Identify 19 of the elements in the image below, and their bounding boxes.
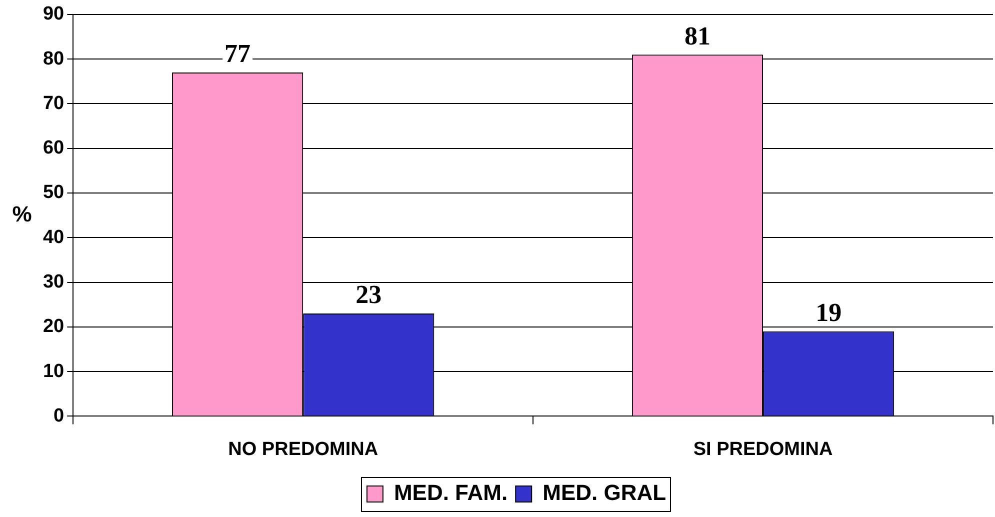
y-tick-label: 60 xyxy=(42,138,64,159)
x-tick-label: NO PREDOMINA xyxy=(228,438,378,460)
y-tick-label: 40 xyxy=(42,226,64,248)
y-tick-label: 0 xyxy=(54,405,64,426)
y-tick-label: 90 xyxy=(42,4,64,25)
y-tick-label: 30 xyxy=(42,272,64,292)
y-tick-label: 10 xyxy=(42,360,64,382)
legend-label: MED. GRAL xyxy=(542,480,666,506)
y-tick-label: 80 xyxy=(42,48,64,70)
data-label: 77 xyxy=(224,39,251,68)
data-label: 19 xyxy=(816,298,842,328)
legend-label: MED. FAM. xyxy=(394,480,508,506)
data-label: 23 xyxy=(356,280,382,310)
y-tick-label: 20 xyxy=(42,316,64,338)
y-tick-label: 70 xyxy=(42,92,64,114)
data-label: 81 xyxy=(684,21,710,50)
y-tick-label: 50 xyxy=(42,182,64,204)
y-axis-title: % xyxy=(12,201,32,226)
x-tick-label: SI PREDOMINA xyxy=(693,438,833,460)
